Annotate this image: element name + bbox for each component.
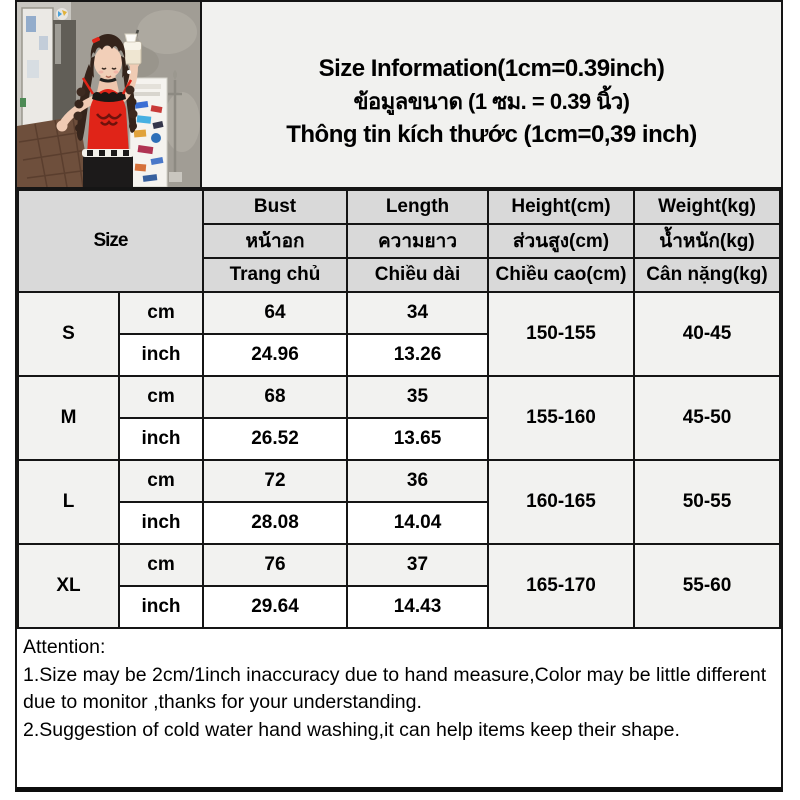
header-length-en: Length xyxy=(346,189,489,225)
header-height-en: Height(cm) xyxy=(487,189,635,225)
size-cell: XL xyxy=(17,543,120,629)
unit-cm-cell: cm xyxy=(118,543,204,587)
length-cm-value: 35 xyxy=(346,375,489,419)
attention-title: Attention: xyxy=(23,636,106,658)
length-inch-value: 14.43 xyxy=(346,585,489,629)
header-bust-th: หน้าอก xyxy=(202,223,348,259)
bust-cm-value: 76 xyxy=(202,543,348,587)
unit-cm-cell: cm xyxy=(118,459,204,503)
height-range: 160-165 xyxy=(487,459,635,545)
length-cm-value: 36 xyxy=(346,459,489,503)
unit-inch-cell: inch xyxy=(118,585,204,629)
header-weight-vi: Cân nặng(kg) xyxy=(633,257,781,293)
unit-inch-cell: inch xyxy=(118,333,204,377)
height-range: 165-170 xyxy=(487,543,635,629)
length-inch-value: 14.04 xyxy=(346,501,489,545)
content-frame: Size Information(1cm=0.39inch) ข้อมูลขนา… xyxy=(15,0,783,792)
size-table: Size Bust Length Height(cm) Weight(kg) ห… xyxy=(17,189,781,629)
weight-range: 50-55 xyxy=(633,459,781,545)
header-weight-th: น้ำหนัก(kg) xyxy=(633,223,781,259)
weight-range: 55-60 xyxy=(633,543,781,629)
bust-inch-value: 29.64 xyxy=(202,585,348,629)
header-length-vi: Chiều dài xyxy=(346,257,489,293)
product-photo-illustration xyxy=(17,2,200,187)
length-cm-value: 34 xyxy=(346,291,489,335)
height-range: 155-160 xyxy=(487,375,635,461)
unit-cm-cell: cm xyxy=(118,291,204,335)
size-cell: M xyxy=(17,375,120,461)
unit-inch-cell: inch xyxy=(118,417,204,461)
title-thai: ข้อมูลขนาด (1 ซม. = 0.39 นิ้ว) xyxy=(353,88,630,114)
size-cell: L xyxy=(17,459,120,545)
bust-cm-value: 68 xyxy=(202,375,348,419)
product-photo xyxy=(17,2,202,187)
attention-section: Attention: 1.Size may be 2cm/1inch inacc… xyxy=(17,629,781,744)
length-cm-value: 37 xyxy=(346,543,489,587)
height-range: 150-155 xyxy=(487,291,635,377)
header-height-vi: Chiều cao(cm) xyxy=(487,257,635,293)
attention-note-2: 2.Suggestion of cold water hand washing,… xyxy=(23,718,680,741)
attention-note-1: 1.Size may be 2cm/1inch inaccuracy due t… xyxy=(23,663,767,714)
title-panel: Size Information(1cm=0.39inch) ข้อมูลขนา… xyxy=(202,2,781,187)
length-inch-value: 13.65 xyxy=(346,417,489,461)
bust-inch-value: 28.08 xyxy=(202,501,348,545)
header-band: Size Information(1cm=0.39inch) ข้อมูลขนา… xyxy=(17,2,781,189)
header-height-th: ส่วนสูง(cm) xyxy=(487,223,635,259)
header-weight-en: Weight(kg) xyxy=(633,189,781,225)
unit-inch-cell: inch xyxy=(118,501,204,545)
title-vietnamese: Thông tin kích thước (1cm=0,39 inch) xyxy=(286,120,697,148)
size-header-cell: Size xyxy=(17,189,204,293)
bust-inch-value: 24.96 xyxy=(202,333,348,377)
title-english: Size Information(1cm=0.39inch) xyxy=(318,54,665,82)
weight-range: 40-45 xyxy=(633,291,781,377)
bust-cm-value: 72 xyxy=(202,459,348,503)
bust-inch-value: 26.52 xyxy=(202,417,348,461)
length-inch-value: 13.26 xyxy=(346,333,489,377)
size-cell: S xyxy=(17,291,120,377)
header-bust-en: Bust xyxy=(202,189,348,225)
bust-cm-value: 64 xyxy=(202,291,348,335)
weight-range: 45-50 xyxy=(633,375,781,461)
header-length-th: ความยาว xyxy=(346,223,489,259)
unit-cm-cell: cm xyxy=(118,375,204,419)
header-bust-vi: Trang chủ xyxy=(202,257,348,293)
